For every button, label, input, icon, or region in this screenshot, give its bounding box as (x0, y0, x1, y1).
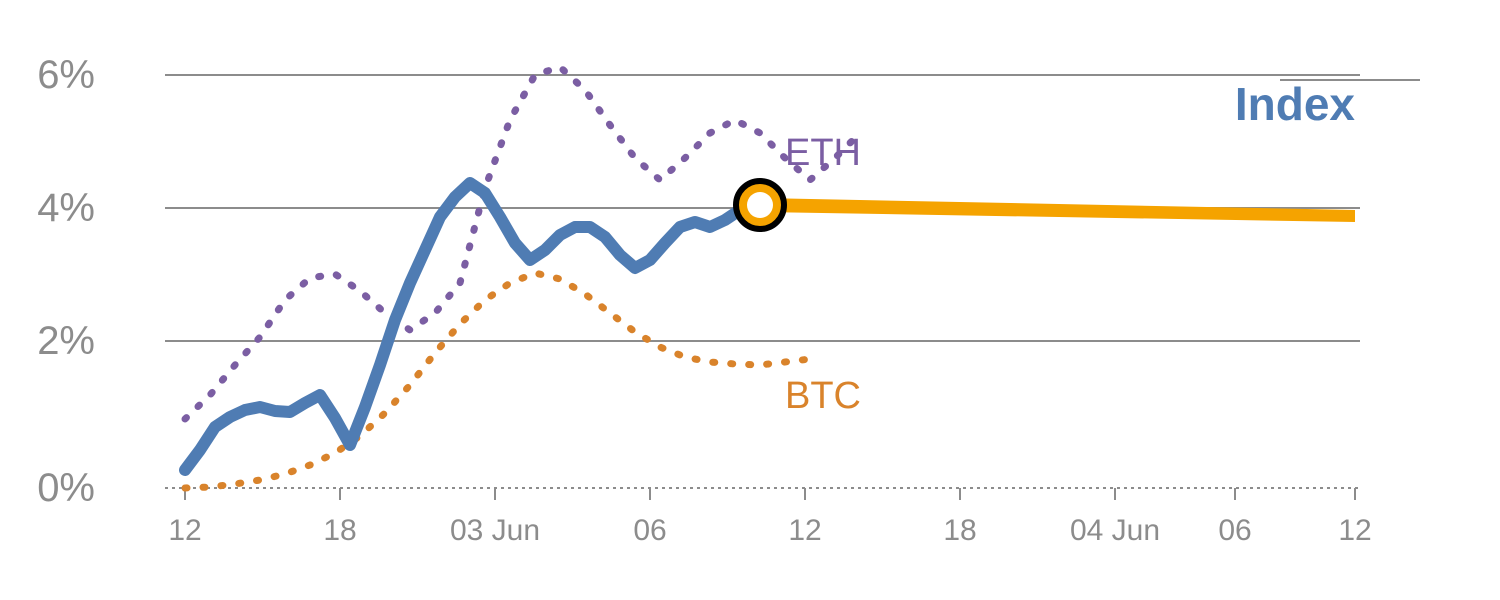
ytick-6pct[interactable]: 6% (37, 53, 95, 97)
ytick-0pct[interactable]: 0% (37, 466, 95, 510)
eth-series-label[interactable]: ETH (785, 132, 861, 174)
xtick-8[interactable]: 12 (1338, 514, 1371, 547)
xtick-2[interactable]: 03 Jun (450, 514, 540, 547)
xtick-7[interactable]: 06 (1218, 514, 1251, 547)
chart-container: 6% 4% 2% 0% 12 18 03 Jun 06 12 18 04 Jun… (0, 0, 1500, 600)
index-title-label[interactable]: Index (1235, 78, 1356, 130)
ytick-2pct[interactable]: 2% (37, 319, 95, 363)
chart-svg: 6% 4% 2% 0% 12 18 03 Jun 06 12 18 04 Jun… (0, 0, 1500, 600)
transition-marker-inner (747, 192, 773, 218)
xtick-3[interactable]: 06 (633, 514, 666, 547)
xtick-5[interactable]: 18 (943, 514, 976, 547)
xtick-6[interactable]: 04 Jun (1070, 514, 1160, 547)
index-projection-line[interactable] (760, 198, 1355, 222)
ytick-4pct[interactable]: 4% (37, 186, 95, 230)
x-tick-marks (185, 488, 1355, 500)
xtick-4[interactable]: 12 (788, 514, 821, 547)
xtick-0[interactable]: 12 (168, 514, 201, 547)
xtick-1[interactable]: 18 (323, 514, 356, 547)
btc-series-label[interactable]: BTC (785, 375, 861, 417)
